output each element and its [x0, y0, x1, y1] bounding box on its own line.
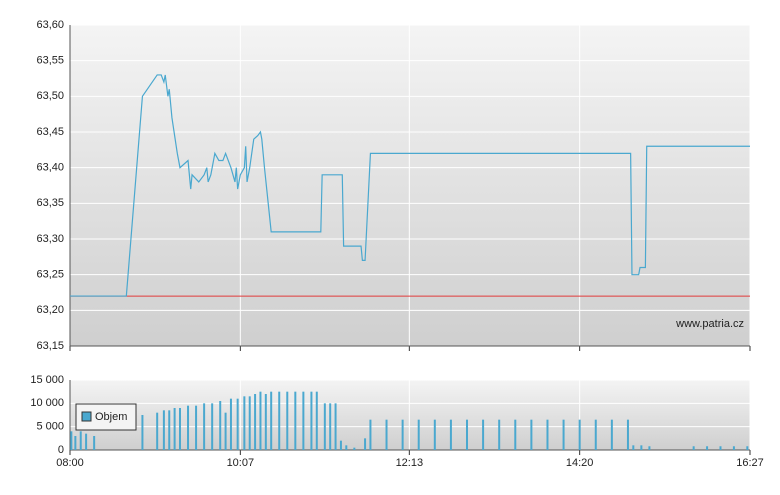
y-tick-label: 63,20	[36, 304, 64, 316]
volume-bar	[243, 396, 246, 450]
volume-bar	[248, 396, 251, 450]
volume-bar	[278, 391, 281, 450]
legend-swatch	[81, 411, 92, 422]
y-tick-label: 63,40	[36, 162, 64, 174]
volume-bar	[187, 405, 190, 450]
volume-bar	[203, 403, 206, 450]
volume-bar	[449, 419, 452, 450]
volume-bar	[224, 412, 227, 450]
volume-bar	[482, 419, 485, 450]
x-tick-label: 10:07	[227, 457, 255, 469]
volume-bar	[632, 445, 635, 450]
volume-bar	[70, 431, 73, 450]
volume-bar	[385, 419, 388, 450]
volume-bar	[364, 438, 367, 450]
volume-bar	[219, 401, 222, 450]
y-tick-label: 63,50	[36, 90, 64, 102]
volume-bar	[286, 391, 289, 450]
volume-bar	[648, 446, 651, 450]
volume-bar	[270, 391, 273, 450]
x-tick-label: 16:27	[736, 457, 764, 469]
price-plot-area	[70, 25, 750, 346]
y-tick-label: 63,15	[36, 340, 64, 352]
x-tick-label: 14:20	[566, 457, 594, 469]
volume-bar	[323, 403, 326, 450]
volume-bar	[746, 446, 749, 450]
volume-bar	[514, 419, 517, 450]
volume-bar	[433, 419, 436, 450]
volume-bar	[85, 433, 88, 450]
volume-bar	[329, 403, 332, 450]
volume-bar	[692, 446, 695, 450]
volume-bar	[168, 410, 171, 450]
volume-bar	[640, 445, 643, 450]
volume-bar	[162, 410, 165, 450]
x-tick-label: 12:13	[396, 457, 424, 469]
volume-bar	[719, 446, 722, 450]
y-tick-label: 5 000	[36, 421, 64, 433]
volume-bar	[498, 419, 501, 450]
volume-bar	[466, 419, 469, 450]
volume-bar	[74, 436, 77, 450]
x-tick-label: 08:00	[56, 457, 84, 469]
y-tick-label: 63,25	[36, 269, 64, 281]
volume-bar	[173, 408, 176, 450]
volume-bar	[706, 446, 709, 450]
volume-bar	[229, 398, 232, 450]
y-tick-label: 10 000	[30, 397, 64, 409]
volume-bar	[141, 415, 144, 450]
volume-bar	[211, 403, 214, 450]
volume-bar	[259, 391, 262, 450]
volume-bar	[369, 419, 372, 450]
volume-bar	[578, 419, 581, 450]
volume-bar	[339, 440, 342, 450]
volume-bar	[254, 394, 257, 450]
legend-label: Objem	[95, 411, 127, 423]
volume-bar	[610, 419, 613, 450]
volume-bar	[594, 419, 597, 450]
y-tick-label: 63,35	[36, 197, 64, 209]
y-tick-label: 63,55	[36, 55, 64, 67]
volume-bar	[530, 419, 533, 450]
y-tick-label: 63,30	[36, 233, 64, 245]
volume-bar	[353, 447, 356, 450]
volume-bar	[236, 398, 239, 450]
volume-plot-area	[70, 380, 750, 450]
price-line	[70, 74, 750, 297]
volume-bar	[546, 419, 549, 450]
volume-bar	[732, 446, 735, 450]
volume-bar	[310, 391, 313, 450]
volume-bar	[345, 445, 348, 450]
volume-bar	[79, 431, 82, 450]
volume-bar	[417, 419, 420, 450]
volume-bar	[294, 391, 297, 450]
volume-bar	[315, 391, 318, 450]
y-tick-label: 15 000	[30, 374, 64, 386]
volume-bar	[156, 412, 159, 450]
volume-bar	[178, 408, 181, 450]
volume-bar	[93, 436, 96, 450]
volume-bar	[401, 419, 404, 450]
volume-bar	[264, 394, 267, 450]
volume-bar	[195, 405, 198, 450]
watermark: www.patria.cz	[675, 318, 744, 330]
volume-bar	[302, 391, 305, 450]
y-tick-label: 63,60	[36, 19, 64, 31]
volume-bar	[334, 403, 337, 450]
volume-bar	[626, 419, 629, 450]
volume-bar	[562, 419, 565, 450]
y-tick-label: 0	[58, 444, 64, 456]
y-tick-label: 63,45	[36, 126, 64, 138]
